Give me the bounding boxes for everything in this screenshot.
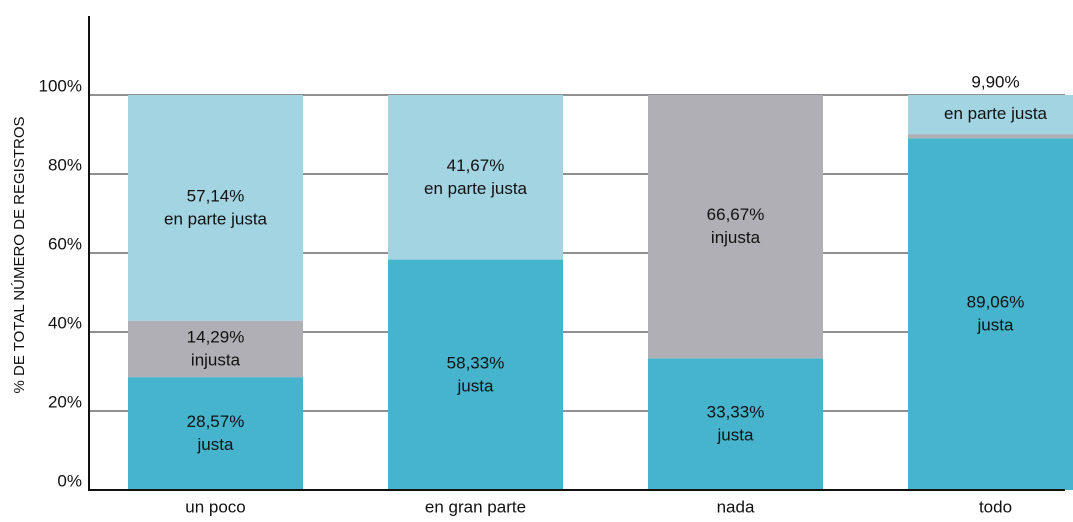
bar-segment [128, 377, 303, 490]
x-tick-label: todo [979, 497, 1012, 516]
y-axis-label: % DE TOTAL NÚMERO DE REGISTROS [11, 117, 28, 394]
segment-name: justa [457, 376, 494, 395]
value-label: 89,06% [967, 293, 1025, 312]
segment-name: justa [717, 426, 754, 445]
value-label: 41,67% [447, 156, 505, 175]
segment-name: en parte justa [164, 209, 268, 228]
segment-name: en parte justa [944, 104, 1048, 123]
value-label: 9,90% [971, 72, 1019, 91]
value-label: 28,57% [187, 412, 245, 431]
bar-segment [908, 134, 1073, 139]
bar-segment [388, 259, 563, 490]
value-label: 14,29% [187, 327, 245, 346]
bar-segment [908, 138, 1073, 490]
value-label: 58,33% [447, 353, 505, 372]
bar-segment [388, 95, 563, 260]
x-tick-label: un poco [185, 497, 246, 516]
value-label: 66,67% [707, 205, 765, 224]
segment-name: en parte justa [424, 179, 528, 198]
x-tick-label: en gran parte [425, 497, 526, 516]
bar-segment [128, 95, 303, 321]
x-tick-label: nada [717, 497, 755, 516]
segment-name: justa [977, 316, 1014, 335]
y-tick-label: 40% [48, 313, 82, 332]
y-tick-label: 20% [48, 392, 82, 411]
bar-segment [908, 95, 1073, 135]
y-tick-label: 0% [57, 471, 82, 490]
y-tick-label: 100% [39, 76, 82, 95]
y-tick-label: 80% [48, 155, 82, 174]
value-label: 33,33% [707, 403, 765, 422]
segment-name: injusta [711, 228, 761, 247]
y-tick-label: 60% [48, 234, 82, 253]
segment-name: injusta [191, 350, 241, 369]
bar-segment [648, 358, 823, 490]
value-label: 57,14% [187, 186, 245, 205]
segment-name: justa [197, 435, 234, 454]
bar-segment [128, 320, 303, 378]
bar-segment [648, 95, 823, 359]
